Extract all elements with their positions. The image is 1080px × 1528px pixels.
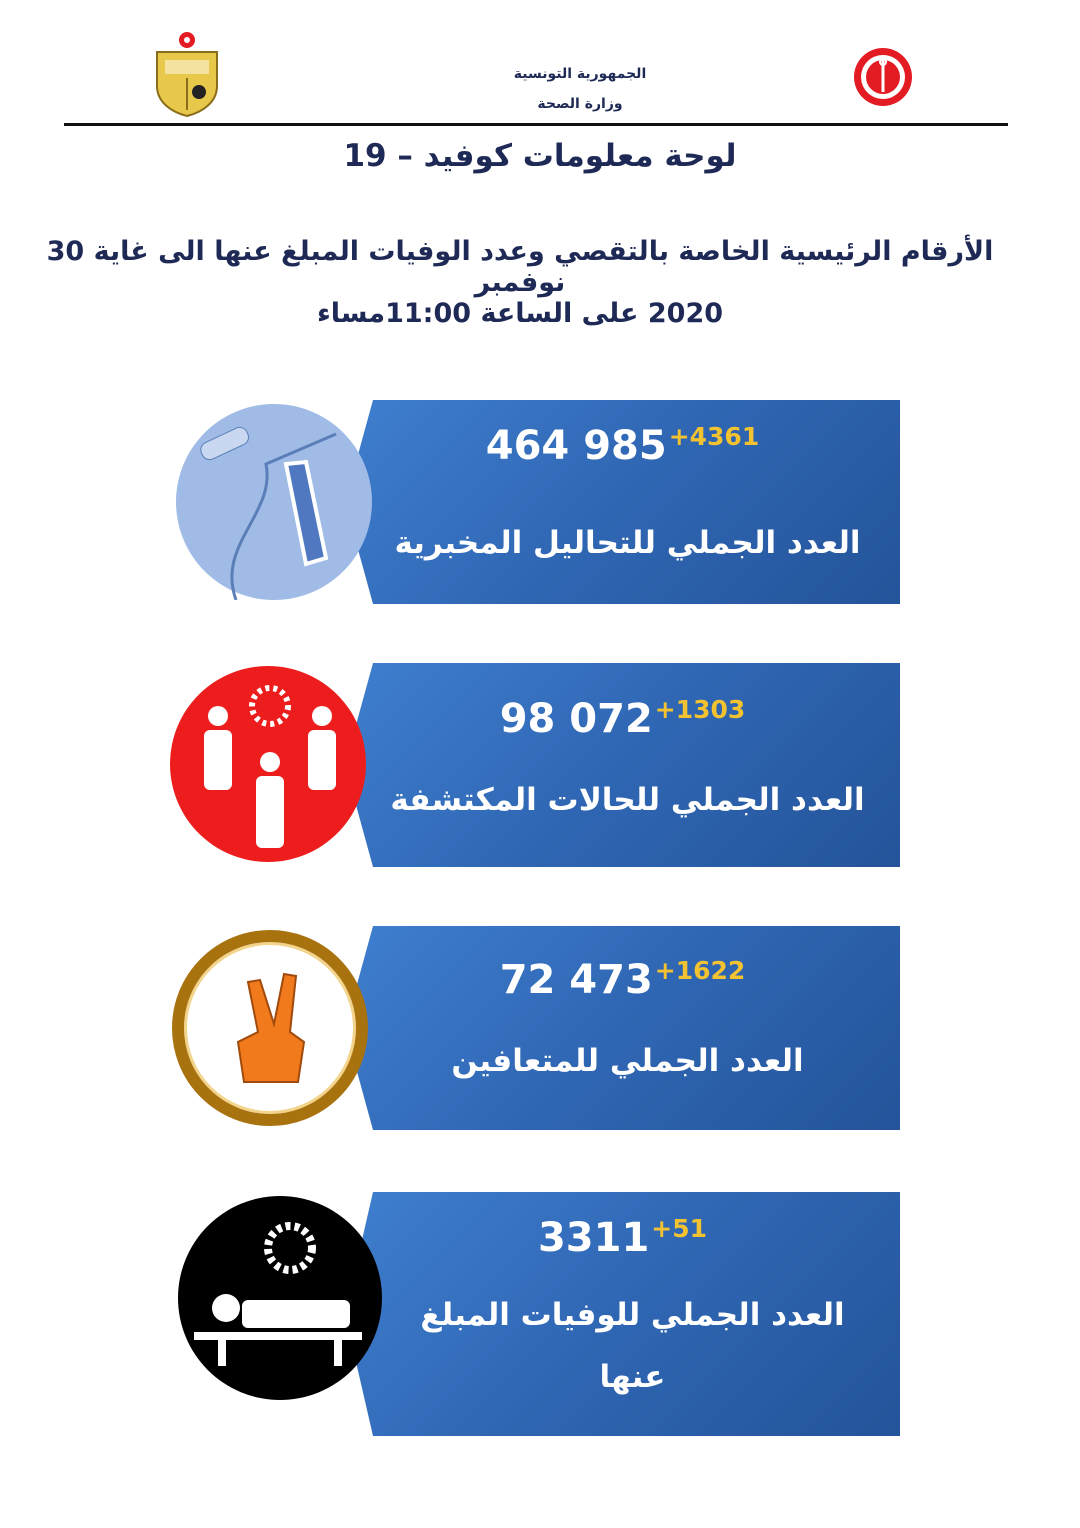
recovered-delta: +1622 [654, 956, 746, 985]
cases-delta: +1303 [654, 695, 746, 724]
recovered-label: العدد الجملي للمتعافين [451, 1043, 804, 1079]
people-virus-icon [170, 666, 366, 862]
card-deaths: 3311+51 العدد الجملي للوفيات المبلغ عنها [345, 1192, 900, 1436]
card-lab-tests: 464 985+4361 العدد الجملي للتحاليل المخب… [345, 400, 900, 604]
deaths-total: 3311+51 [537, 1214, 708, 1261]
tunisia-coat-of-arms-icon [153, 30, 221, 118]
page-title: لوحة معلومات كوفيد – 19 [343, 138, 737, 174]
subtitle-line-2: 2020 على الساعة 11:00مساء [316, 298, 724, 329]
subtitle-line-1: الأرقام الرئيسية الخاصة بالتقصي وعدد الو… [46, 236, 994, 298]
tests-label: العدد الجملي للتحاليل المخبرية [394, 525, 861, 561]
header-divider [64, 123, 1008, 126]
ministry-of-health-logo-icon [854, 48, 912, 106]
header-country: الجمهورية التونسية [513, 66, 647, 82]
cases-label: العدد الجملي للحالات المكتشفة [390, 782, 865, 818]
swab-test-icon [176, 404, 372, 601]
tests-total: 464 985+4361 [485, 422, 760, 469]
deaths-label: العدد الجملي للوفيات المبلغ عنها [420, 1297, 845, 1395]
victory-hand-icon [172, 930, 368, 1126]
card-detected-cases: 98 072+1303 العدد الجملي للحالات المكتشف… [345, 663, 900, 867]
deaths-delta: +51 [651, 1214, 708, 1243]
card-recovered: 72 473+1622 العدد الجملي للمتعافين [345, 926, 900, 1130]
recovered-total: 72 473+1622 [499, 956, 746, 1003]
tests-delta: +4361 [668, 422, 760, 451]
patient-bed-virus-icon [178, 1196, 382, 1400]
cases-total: 98 072+1303 [499, 695, 746, 742]
header-ministry: وزارة الصحة [537, 96, 623, 112]
